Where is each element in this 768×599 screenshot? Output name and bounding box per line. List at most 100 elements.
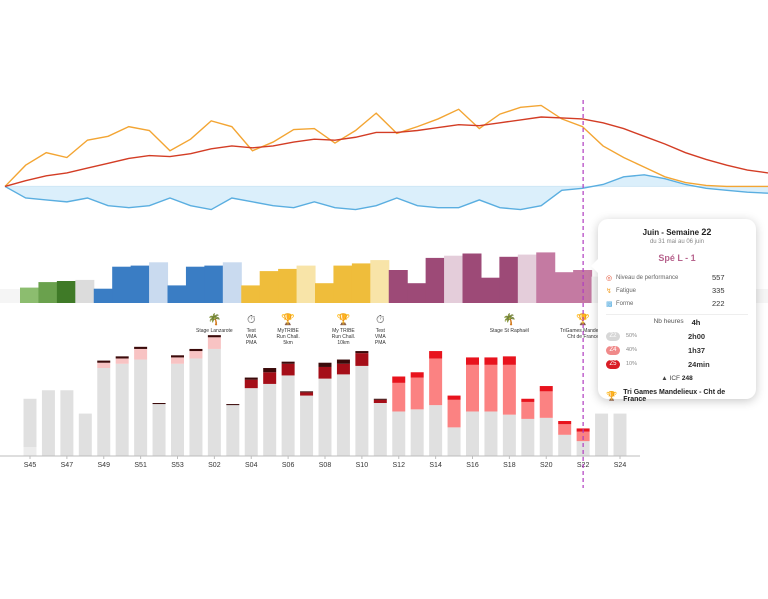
volume-segment	[97, 368, 111, 456]
phase-bar	[370, 260, 390, 303]
volume-segment	[263, 383, 277, 456]
metric-performance: ◎ Niveau de performance 557	[606, 271, 748, 284]
zone-badge: Z4	[606, 345, 620, 355]
x-tick-label: S51	[134, 462, 147, 469]
phase-bar	[167, 285, 187, 303]
forme-area	[5, 174, 768, 210]
volume-segment	[189, 348, 203, 352]
weekly-volume-bars	[0, 335, 640, 457]
volume-segment	[502, 364, 516, 415]
phase-bar	[333, 265, 353, 303]
phase-bar	[536, 252, 556, 303]
x-tick-label: S20	[540, 462, 553, 469]
tooltip-week-number: 22	[701, 227, 712, 237]
volume-segment	[189, 358, 203, 456]
event-label: PMA	[246, 340, 258, 346]
tooltip-date-range: du 31 mai au 06 juin	[649, 239, 705, 245]
forme-icon: ▩	[606, 300, 613, 308]
x-tick-label: S08	[319, 462, 332, 469]
stopwatch-icon: ⏱	[376, 314, 385, 326]
volume-segment	[355, 351, 369, 354]
phase-bar	[38, 282, 58, 303]
event-label: VMA	[246, 334, 258, 340]
palm-icon: 🌴	[503, 313, 517, 326]
volume-segment	[595, 413, 609, 456]
phase-bar	[407, 283, 427, 303]
volume-segment	[392, 411, 406, 456]
volume-segment	[429, 358, 443, 406]
volume-segment	[447, 395, 461, 400]
tooltip-title: Juin - Semaine 22	[606, 227, 748, 237]
volume-segment	[207, 335, 221, 338]
phase-bar	[56, 281, 76, 303]
volume-segment	[171, 355, 184, 358]
icf-label: ICF	[669, 375, 681, 382]
phase-bar	[112, 266, 132, 303]
tooltip-event: 🏆 Tri Games Mandelieux - Cht de France	[606, 389, 748, 403]
x-tick-label: S06	[282, 462, 295, 469]
volume-segment	[392, 382, 406, 412]
volume-segment	[484, 357, 498, 365]
volume-segment	[502, 356, 516, 365]
phase-bar	[499, 256, 519, 303]
volume-segment	[244, 388, 258, 456]
event-label: MyTRIBE	[277, 328, 299, 334]
tooltip-arrow	[591, 259, 598, 273]
hours-label: Nb heures	[653, 318, 684, 325]
volume-segment	[539, 386, 553, 392]
week-tooltip: Juin - Semaine 22 du 31 mai au 06 juin S…	[591, 219, 756, 403]
x-tick-label: S04	[245, 462, 258, 469]
volume-segment	[115, 363, 129, 456]
hours-value: 4h	[691, 318, 701, 327]
performance-icon: ◎	[606, 274, 613, 282]
zone-duration: 2h00	[688, 331, 706, 341]
volume-segment	[466, 357, 479, 365]
phase-bar	[296, 265, 316, 303]
phase-bar	[425, 257, 445, 303]
phase-bar	[315, 283, 334, 303]
performance-line	[4, 116, 768, 188]
volume-segment	[226, 405, 240, 456]
zone-duration: 1h37	[688, 345, 706, 355]
zone-row-z5: Z5 10% 24min	[606, 357, 748, 371]
phase-bar	[241, 285, 261, 303]
volume-segment	[558, 421, 572, 425]
zone-row-z4: Z4 40% 1h37	[606, 343, 748, 357]
volume-segment	[281, 361, 295, 364]
phase-bar	[222, 262, 242, 303]
trophy-silver-icon: 🏆	[337, 313, 351, 326]
phase-bar	[149, 262, 169, 303]
x-tick-label: S16	[466, 462, 479, 469]
volume-segment	[41, 390, 55, 456]
phase-bar	[462, 253, 482, 303]
volume-segment	[134, 348, 148, 360]
tooltip-session-type: Spé L - 1	[658, 253, 696, 263]
phase-bar	[204, 265, 224, 303]
volume-segment	[355, 365, 369, 456]
event-label: 5km	[283, 340, 292, 346]
phase-bar	[75, 279, 95, 303]
volume-segment	[318, 362, 332, 367]
phase-bar	[517, 254, 537, 303]
volume-segment	[392, 376, 406, 383]
volume-segment	[300, 392, 314, 396]
forme-line	[4, 174, 768, 211]
volume-segment	[207, 348, 221, 456]
volume-segment	[410, 377, 424, 410]
volume-segment	[576, 441, 590, 456]
phase-bar	[573, 270, 593, 303]
volume-segment	[23, 398, 37, 456]
event-label: My TRIBE	[332, 328, 355, 334]
volume-segment	[115, 358, 129, 364]
volume-segment	[558, 434, 572, 456]
volume-segment	[207, 337, 221, 349]
x-tick-label: S49	[98, 462, 111, 469]
event-label: Stage Lanzarote	[196, 328, 233, 334]
volume-segment	[429, 351, 443, 359]
fatigue-line	[4, 104, 768, 188]
phase-bar	[554, 272, 574, 303]
tooltip-metrics: ◎ Niveau de performance 557 ↯ Fatigue 33…	[606, 271, 748, 310]
event-label: Cht de France	[567, 334, 599, 340]
zone-percent: 10%	[626, 361, 638, 367]
